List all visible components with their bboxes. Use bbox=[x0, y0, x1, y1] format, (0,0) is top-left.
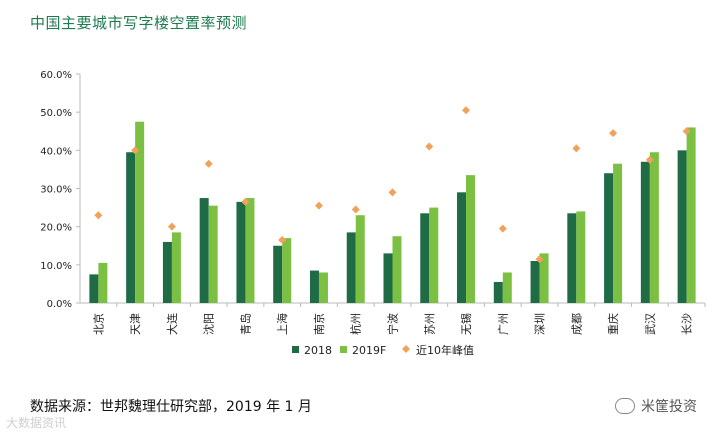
y-tick-label: 50.0% bbox=[40, 108, 72, 119]
bar-2018-青岛 bbox=[236, 201, 246, 303]
legend-swatch-2018 bbox=[292, 346, 299, 353]
peak-marker-无锡 bbox=[462, 106, 471, 115]
bar-2019f-苏州 bbox=[429, 207, 439, 303]
peak-marker-天津 bbox=[131, 146, 140, 155]
bar-2018-上海 bbox=[273, 245, 283, 303]
bar-2018-天津 bbox=[126, 152, 136, 303]
bar-2018-成都 bbox=[567, 213, 577, 303]
bar-2019f-天津 bbox=[135, 121, 145, 303]
bar-2019f-成都 bbox=[576, 211, 586, 303]
peak-marker-上海 bbox=[278, 236, 287, 245]
x-tick-label: 长沙 bbox=[681, 313, 694, 335]
peak-marker-大连 bbox=[167, 222, 176, 231]
bar-2018-苏州 bbox=[420, 213, 430, 303]
brand-label: 米筐投资 bbox=[615, 396, 697, 416]
data-source-note: 数据来源：世邦魏理仕研究部，2019 年 1 月 bbox=[30, 399, 312, 415]
bar-2019f-沈阳 bbox=[208, 205, 218, 303]
bar-2018-沈阳 bbox=[199, 198, 209, 303]
bar-2018-重庆 bbox=[604, 173, 614, 303]
x-tick-label: 杭州 bbox=[349, 313, 363, 335]
x-tick-label: 天津 bbox=[129, 313, 142, 335]
x-tick-label: 苏州 bbox=[423, 313, 436, 335]
chart-title: 中国主要城市写字楼空置率预测 bbox=[30, 14, 248, 32]
bar-2019f-重庆 bbox=[613, 163, 623, 303]
legend-label-peak: 近10年峰值 bbox=[416, 343, 474, 357]
x-tick-label: 宁波 bbox=[386, 313, 400, 335]
bar-2019f-大连 bbox=[171, 232, 181, 303]
bar-2019f-广州 bbox=[502, 272, 512, 303]
bar-2019f-宁波 bbox=[392, 236, 402, 303]
wechat-icon bbox=[615, 398, 635, 414]
y-tick-label: 10.0% bbox=[40, 261, 72, 272]
bar-2019f-南京 bbox=[318, 272, 328, 303]
x-tick-label: 北京 bbox=[91, 313, 105, 335]
bar-2019f-青岛 bbox=[245, 198, 255, 303]
legend-swatch-2019f bbox=[340, 346, 347, 353]
bar-2019f-北京 bbox=[98, 262, 108, 303]
x-tick-label: 成都 bbox=[570, 313, 583, 335]
x-tick-label: 广州 bbox=[497, 313, 510, 335]
y-tick-label: 60.0% bbox=[40, 70, 72, 81]
peak-marker-青岛 bbox=[241, 197, 250, 206]
x-tick-label: 无锡 bbox=[459, 313, 473, 335]
bar-2018-长沙 bbox=[677, 150, 687, 303]
bar-2019f-武汉 bbox=[649, 152, 659, 303]
bar-2018-北京 bbox=[89, 274, 99, 303]
peak-marker-杭州 bbox=[351, 205, 360, 214]
x-tick-label: 武汉 bbox=[644, 313, 657, 335]
peak-marker-成都 bbox=[572, 144, 581, 153]
peak-marker-广州 bbox=[498, 224, 507, 233]
bar-2019f-长沙 bbox=[686, 127, 696, 303]
x-tick-label: 青岛 bbox=[238, 313, 252, 335]
bar-2018-广州 bbox=[493, 282, 503, 303]
peak-marker-深圳 bbox=[535, 255, 544, 264]
legend-label-2018: 2018 bbox=[304, 344, 332, 357]
bar-2018-杭州 bbox=[346, 232, 356, 303]
bar-2018-大连 bbox=[162, 241, 172, 303]
x-tick-label: 重庆 bbox=[606, 313, 620, 335]
peak-marker-南京 bbox=[314, 201, 323, 210]
y-tick-label: 0.0% bbox=[47, 299, 72, 310]
bar-2018-宁波 bbox=[383, 253, 393, 303]
watermark: 大数据资讯 bbox=[6, 416, 67, 430]
peak-marker-重庆 bbox=[609, 129, 618, 138]
y-tick-label: 30.0% bbox=[40, 185, 72, 196]
x-tick-label: 深圳 bbox=[534, 313, 547, 335]
bar-2019f-上海 bbox=[282, 238, 292, 303]
y-tick-label: 20.0% bbox=[40, 223, 72, 234]
bar-2019f-无锡 bbox=[466, 175, 476, 303]
peak-marker-宁波 bbox=[388, 188, 397, 197]
peak-marker-武汉 bbox=[645, 155, 654, 164]
legend-label-2019f: 2019F bbox=[352, 344, 386, 357]
bar-2019f-深圳 bbox=[539, 253, 549, 303]
legend-swatch-peak bbox=[402, 345, 410, 353]
bar-2018-武汉 bbox=[640, 161, 650, 303]
peak-marker-沈阳 bbox=[204, 159, 213, 168]
bar-2018-无锡 bbox=[457, 192, 467, 303]
peak-marker-长沙 bbox=[682, 127, 691, 136]
peak-marker-北京 bbox=[94, 211, 103, 220]
brand-name: 米筐投资 bbox=[641, 399, 697, 415]
x-tick-label: 南京 bbox=[312, 313, 326, 335]
y-tick-label: 40.0% bbox=[40, 146, 72, 157]
bar-2018-南京 bbox=[309, 270, 319, 303]
bar-2018-深圳 bbox=[530, 261, 540, 303]
x-tick-label: 上海 bbox=[275, 313, 289, 335]
x-tick-label: 沈阳 bbox=[202, 313, 216, 335]
peak-marker-苏州 bbox=[425, 142, 434, 151]
bar-2019f-杭州 bbox=[355, 215, 365, 303]
x-tick-label: 大连 bbox=[165, 313, 179, 335]
